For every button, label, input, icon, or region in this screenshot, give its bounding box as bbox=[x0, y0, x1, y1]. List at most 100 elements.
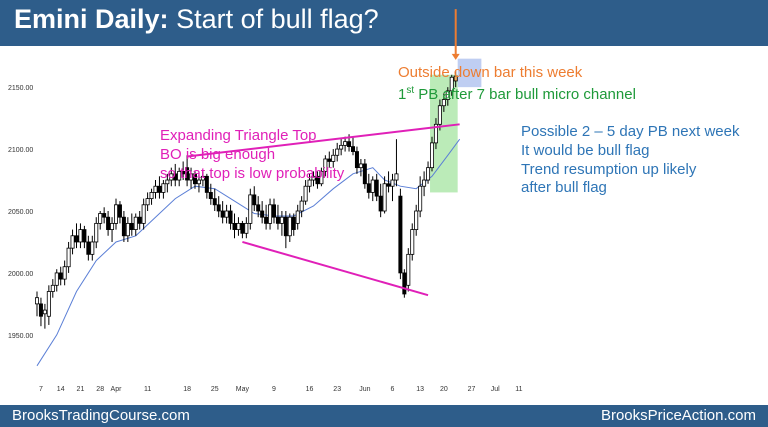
x-tick-label: 11 bbox=[515, 386, 522, 393]
x-tick-label: 7 bbox=[39, 386, 43, 393]
candle-body bbox=[354, 151, 359, 169]
candle-body bbox=[82, 229, 87, 243]
candle-body bbox=[204, 175, 209, 193]
x-tick-label: Jun bbox=[359, 386, 370, 393]
candle-body bbox=[453, 75, 458, 82]
candle-body bbox=[256, 204, 261, 212]
pullback-line-3: Trend resumption up likely bbox=[521, 160, 697, 178]
candle-body bbox=[303, 185, 308, 202]
candle-body bbox=[153, 185, 158, 193]
x-tick-label: 18 bbox=[183, 386, 191, 393]
candle-body bbox=[382, 183, 387, 212]
x-tick-label: 13 bbox=[416, 386, 424, 393]
candle-body bbox=[287, 216, 292, 237]
candle-body bbox=[347, 141, 352, 147]
candle-body bbox=[414, 210, 419, 230]
candle-body bbox=[378, 195, 383, 212]
outside-bar-note: Outside down bar this week bbox=[398, 64, 583, 81]
candle-body bbox=[449, 76, 454, 92]
candle-body bbox=[98, 213, 103, 224]
candle-body bbox=[62, 266, 67, 280]
micro-channel-note: 1st PB after 7 bar bull micro channel bbox=[398, 85, 636, 105]
candle-body bbox=[445, 90, 450, 100]
pullback-line-2: It would be bull flag bbox=[521, 141, 650, 159]
candle-body bbox=[133, 216, 138, 230]
candle-body bbox=[66, 247, 71, 268]
candle-body bbox=[173, 173, 178, 181]
y-tick-label: 2150.00 bbox=[8, 85, 33, 92]
candle-body bbox=[331, 154, 336, 162]
candle-body bbox=[169, 173, 174, 181]
candle-body bbox=[283, 216, 288, 237]
candle-body bbox=[70, 235, 75, 249]
candle-body bbox=[54, 272, 59, 286]
candle-body bbox=[437, 105, 442, 125]
candle-body bbox=[149, 192, 154, 200]
candle-body bbox=[157, 185, 162, 193]
candle-body bbox=[42, 309, 47, 315]
candle-body bbox=[196, 179, 201, 185]
candle-body bbox=[275, 216, 280, 224]
y-tick-label: 2000.00 bbox=[8, 271, 33, 278]
candle-body bbox=[264, 216, 269, 224]
candle-body bbox=[374, 179, 379, 197]
micro-channel-sup: st bbox=[406, 85, 415, 96]
footer-right-link[interactable]: BrooksPriceAction.com bbox=[600, 407, 756, 424]
candle-body bbox=[38, 303, 43, 317]
x-tick-label: 14 bbox=[57, 386, 65, 393]
candle-body bbox=[402, 272, 407, 295]
triangle-lower-line bbox=[242, 241, 429, 297]
x-tick-label: 27 bbox=[468, 386, 476, 393]
triangle-upper-line bbox=[186, 123, 460, 158]
candle-body bbox=[291, 216, 296, 230]
candle-body bbox=[117, 204, 122, 218]
candle-body bbox=[181, 170, 186, 175]
arrow-head-icon bbox=[451, 53, 460, 60]
footer-left-link[interactable]: BrooksTradingCourse.com bbox=[12, 407, 190, 424]
candle-body bbox=[307, 179, 312, 187]
candle-body bbox=[433, 123, 438, 144]
candle-body bbox=[260, 210, 265, 218]
candle-body bbox=[295, 210, 300, 224]
x-tick-label: 28 bbox=[96, 386, 104, 393]
candle-body bbox=[268, 204, 273, 224]
candle-body bbox=[350, 146, 355, 152]
candle-body bbox=[94, 222, 99, 243]
x-tick-label: 6 bbox=[391, 386, 395, 393]
x-tick-label: 9 bbox=[272, 386, 276, 393]
candle-body bbox=[394, 173, 399, 181]
x-tick-label: 20 bbox=[440, 386, 448, 393]
pullback-line-4: after bull flag bbox=[521, 179, 607, 197]
candle-body bbox=[58, 272, 63, 280]
micro-channel-pre: 1 bbox=[398, 86, 407, 103]
candle-body bbox=[137, 216, 142, 224]
x-tick-label: 11 bbox=[144, 386, 151, 393]
candle-body bbox=[35, 297, 40, 305]
candle-body bbox=[339, 144, 344, 150]
candle-body bbox=[390, 179, 395, 187]
pullback-line-1: Possible 2 – 5 day PB next week bbox=[521, 123, 740, 140]
candle-body bbox=[145, 198, 150, 206]
candle-body bbox=[279, 216, 284, 224]
candle-body bbox=[441, 99, 446, 107]
candle-body bbox=[161, 183, 166, 193]
candle-body bbox=[362, 163, 367, 185]
candle-body bbox=[189, 173, 194, 181]
candle-body bbox=[165, 179, 170, 185]
x-tick-label: Jul bbox=[491, 386, 500, 393]
candle-body bbox=[192, 173, 197, 185]
candle-body bbox=[129, 222, 134, 230]
x-tick-label: May bbox=[236, 386, 250, 393]
candle-body bbox=[224, 210, 229, 218]
candle-body bbox=[106, 216, 111, 230]
candle-body bbox=[323, 158, 328, 172]
pullback-box bbox=[457, 58, 482, 88]
y-tick-label: 2100.00 bbox=[8, 147, 33, 154]
candle-body bbox=[216, 204, 221, 212]
candle-body bbox=[418, 185, 423, 212]
candle-body bbox=[429, 142, 434, 169]
candle-body bbox=[248, 194, 253, 224]
candle-body bbox=[125, 222, 130, 237]
pullback-note: Possible 2 – 5 day PB next week It would… bbox=[521, 123, 739, 198]
candle-body bbox=[315, 175, 320, 185]
